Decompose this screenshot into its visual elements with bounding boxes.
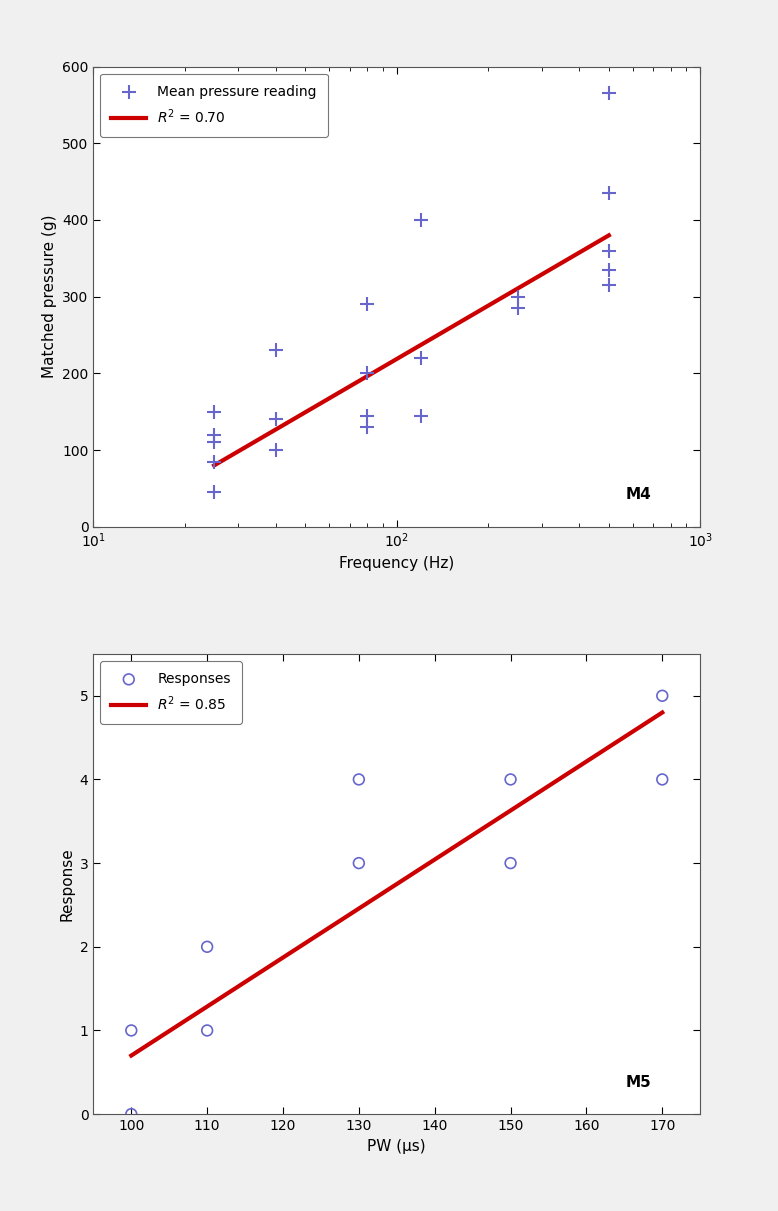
- Mean pressure reading: [208, 402, 220, 421]
- Mean pressure reading: [361, 418, 373, 437]
- $R^2$ = 0.70: [209, 458, 219, 472]
- Mean pressure reading: [511, 287, 524, 306]
- $R^2$ = 0.70: [605, 228, 614, 242]
- Mean pressure reading: [208, 483, 220, 503]
- Y-axis label: Matched pressure (g): Matched pressure (g): [41, 214, 57, 379]
- Mean pressure reading: [415, 349, 427, 368]
- Responses: [504, 770, 517, 790]
- Mean pressure reading: [361, 363, 373, 383]
- Legend: Mean pressure reading, $R^2$ = 0.70: Mean pressure reading, $R^2$ = 0.70: [100, 74, 328, 137]
- Line: $R^2$ = 0.70: $R^2$ = 0.70: [214, 235, 609, 465]
- Responses: [656, 770, 668, 790]
- Mean pressure reading: [415, 406, 427, 425]
- Legend: Responses, $R^2$ = 0.85: Responses, $R^2$ = 0.85: [100, 661, 242, 724]
- Responses: [201, 1021, 213, 1040]
- Responses: [352, 770, 365, 790]
- Mean pressure reading: [603, 241, 615, 260]
- Mean pressure reading: [603, 184, 615, 203]
- Mean pressure reading: [208, 425, 220, 444]
- Text: M5: M5: [626, 1074, 652, 1090]
- Responses: [352, 854, 365, 873]
- Mean pressure reading: [603, 84, 615, 103]
- Responses: [125, 1021, 138, 1040]
- Mean pressure reading: [361, 294, 373, 314]
- Mean pressure reading: [415, 211, 427, 230]
- Mean pressure reading: [270, 340, 282, 360]
- Mean pressure reading: [208, 452, 220, 471]
- Mean pressure reading: [603, 276, 615, 295]
- Mean pressure reading: [511, 299, 524, 318]
- Y-axis label: Response: Response: [59, 848, 74, 920]
- Mean pressure reading: [361, 406, 373, 425]
- Mean pressure reading: [270, 409, 282, 429]
- Mean pressure reading: [603, 260, 615, 280]
- Responses: [201, 937, 213, 957]
- X-axis label: Frequency (Hz): Frequency (Hz): [339, 556, 454, 570]
- Responses: [504, 854, 517, 873]
- Mean pressure reading: [208, 432, 220, 452]
- Responses: [656, 687, 668, 706]
- Text: M4: M4: [626, 487, 652, 503]
- Mean pressure reading: [270, 441, 282, 460]
- X-axis label: PW (µs): PW (µs): [367, 1138, 426, 1154]
- Responses: [125, 1104, 138, 1124]
